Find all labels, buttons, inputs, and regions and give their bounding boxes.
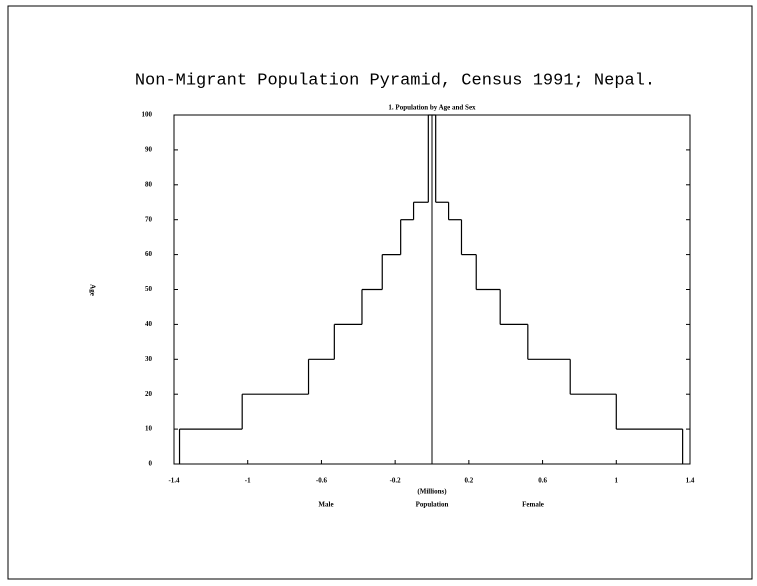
x-axis-label: (Millions) — [417, 488, 447, 496]
x-tick-label: -1.4 — [168, 477, 180, 485]
y-axis-label: Age — [88, 284, 96, 296]
y-tick-label: 20 — [145, 390, 153, 398]
frame — [7, 5, 753, 580]
chart-subtitle: 1. Population by Age and Sex — [388, 104, 476, 112]
chart-title: Non-Migrant Population Pyramid, Census 1… — [135, 71, 655, 90]
y-tick-label: 50 — [145, 285, 153, 293]
y-tick-label: 0 — [149, 460, 153, 468]
bottom-label: Female — [522, 501, 544, 509]
bottom-label: Male — [318, 501, 333, 509]
y-tick-label: 100 — [142, 111, 153, 119]
x-tick-label: 0.2 — [464, 477, 473, 485]
y-tick-label: 10 — [145, 425, 153, 433]
y-tick-label: 30 — [145, 355, 153, 363]
bottom-label: Population — [416, 501, 449, 509]
x-tick-label: -0.6 — [316, 477, 328, 485]
y-tick-label: 70 — [145, 215, 153, 223]
x-tick-label: 1 — [615, 477, 619, 485]
y-tick-label: 60 — [145, 250, 153, 258]
y-tick-label: 90 — [145, 146, 153, 154]
y-tick-label: 80 — [145, 180, 153, 188]
x-tick-label: -0.2 — [390, 477, 402, 485]
y-tick-label: 40 — [145, 320, 153, 328]
x-tick-label: -1 — [245, 477, 251, 485]
x-tick-label: 0.6 — [538, 477, 547, 485]
x-tick-label: 1.4 — [686, 477, 695, 485]
